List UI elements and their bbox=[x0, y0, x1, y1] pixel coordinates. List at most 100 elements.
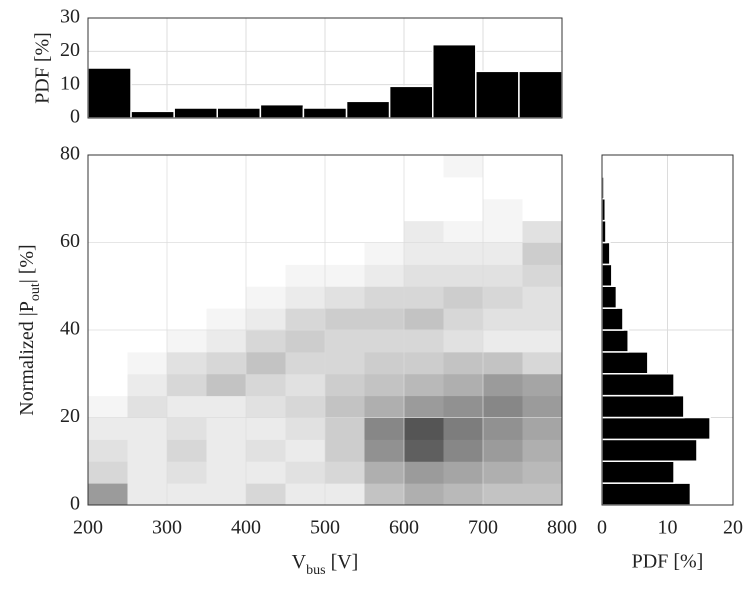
density-cell bbox=[88, 417, 128, 440]
density-cell bbox=[404, 483, 444, 506]
y-tick-label: 40 bbox=[60, 318, 80, 340]
bar bbox=[432, 43, 477, 119]
density-cell bbox=[246, 198, 286, 222]
density-cell bbox=[483, 417, 523, 440]
x-tick-label: 300 bbox=[152, 517, 182, 539]
plot-frame bbox=[87, 17, 563, 119]
density-cell bbox=[167, 417, 207, 440]
density-cell bbox=[325, 483, 365, 506]
bar bbox=[601, 351, 649, 375]
density-cell bbox=[127, 417, 168, 440]
density-cell bbox=[246, 220, 286, 243]
density-cell bbox=[364, 439, 405, 462]
axis-label-part: [V] bbox=[326, 551, 359, 573]
density-cell bbox=[364, 220, 405, 243]
density-cell bbox=[325, 220, 365, 243]
density-cell bbox=[364, 176, 405, 200]
density-cell bbox=[443, 198, 484, 222]
y-tick-label: 0 bbox=[70, 493, 80, 515]
density-cell bbox=[364, 264, 405, 287]
density-cell bbox=[88, 286, 128, 309]
density-cell bbox=[483, 198, 523, 222]
density-cell bbox=[364, 395, 405, 418]
density-cell bbox=[285, 242, 326, 265]
bar bbox=[601, 219, 607, 244]
density-cell bbox=[206, 220, 247, 243]
bar bbox=[601, 241, 611, 266]
density-cell bbox=[206, 198, 247, 222]
density-cell bbox=[325, 308, 365, 331]
density-cell bbox=[364, 373, 405, 397]
y-tick-label: 80 bbox=[60, 143, 80, 165]
density-cell bbox=[483, 176, 523, 200]
bar bbox=[518, 70, 563, 119]
density-cell bbox=[206, 461, 247, 484]
density-cell bbox=[127, 176, 168, 200]
density-cell bbox=[88, 395, 128, 418]
density-cell bbox=[522, 395, 563, 418]
density-cell bbox=[364, 286, 405, 309]
density-cell bbox=[206, 351, 247, 375]
density-cell bbox=[167, 242, 207, 265]
density-cell bbox=[325, 198, 365, 222]
density-cell bbox=[483, 308, 523, 331]
density-cell bbox=[364, 461, 405, 484]
density-cell bbox=[364, 330, 405, 353]
density-cell bbox=[364, 417, 405, 440]
density-cell bbox=[522, 220, 563, 243]
density-cell bbox=[483, 286, 523, 309]
density-cell bbox=[127, 439, 168, 462]
density-cell bbox=[364, 483, 405, 506]
bar bbox=[259, 103, 305, 119]
density-cell bbox=[88, 351, 128, 375]
bar bbox=[601, 482, 692, 506]
axis-label: Vbus [V] bbox=[292, 551, 359, 578]
density-cell bbox=[127, 198, 168, 222]
density-cell bbox=[167, 373, 207, 397]
density-cell bbox=[88, 308, 128, 331]
bar bbox=[388, 85, 434, 119]
bar bbox=[87, 67, 132, 119]
density-cell bbox=[522, 286, 563, 309]
bar bbox=[130, 110, 175, 119]
x-tick-label: 700 bbox=[468, 517, 498, 539]
axis-label-part: Normalized |P bbox=[16, 301, 38, 416]
density-cell bbox=[483, 351, 523, 375]
y-tick-label: 20 bbox=[60, 405, 80, 427]
density-cell bbox=[443, 439, 484, 462]
axis-label-part: out bbox=[28, 283, 43, 301]
density-cell bbox=[522, 242, 563, 265]
bar bbox=[601, 416, 711, 441]
density-cell bbox=[325, 373, 365, 397]
density-cell bbox=[88, 373, 128, 397]
density-cell bbox=[483, 373, 523, 397]
density-cell bbox=[167, 264, 207, 287]
density-cell bbox=[285, 461, 326, 484]
density-cell bbox=[88, 176, 128, 200]
density-cell bbox=[127, 242, 168, 265]
x-tick-label: 200 bbox=[73, 517, 103, 539]
density-cell bbox=[285, 351, 326, 375]
density-cell bbox=[404, 439, 444, 462]
density-cell bbox=[522, 351, 563, 375]
density-cell bbox=[246, 373, 286, 397]
density-cell bbox=[285, 198, 326, 222]
density-cell bbox=[167, 439, 207, 462]
density-cell bbox=[246, 330, 286, 353]
plot-frame bbox=[87, 154, 563, 506]
bar bbox=[601, 373, 675, 397]
bar bbox=[601, 285, 618, 309]
density-cell bbox=[206, 242, 247, 265]
density-cell bbox=[167, 198, 207, 222]
density-cell bbox=[167, 176, 207, 200]
density-cell bbox=[285, 308, 326, 331]
density-cell bbox=[167, 395, 207, 418]
density-cell bbox=[522, 330, 563, 353]
density-cell bbox=[167, 483, 207, 506]
density-cell bbox=[127, 330, 168, 353]
density-cell bbox=[206, 286, 247, 309]
bar bbox=[601, 307, 624, 331]
density-cell bbox=[443, 330, 484, 353]
density-cell bbox=[483, 439, 523, 462]
bar bbox=[302, 107, 348, 119]
